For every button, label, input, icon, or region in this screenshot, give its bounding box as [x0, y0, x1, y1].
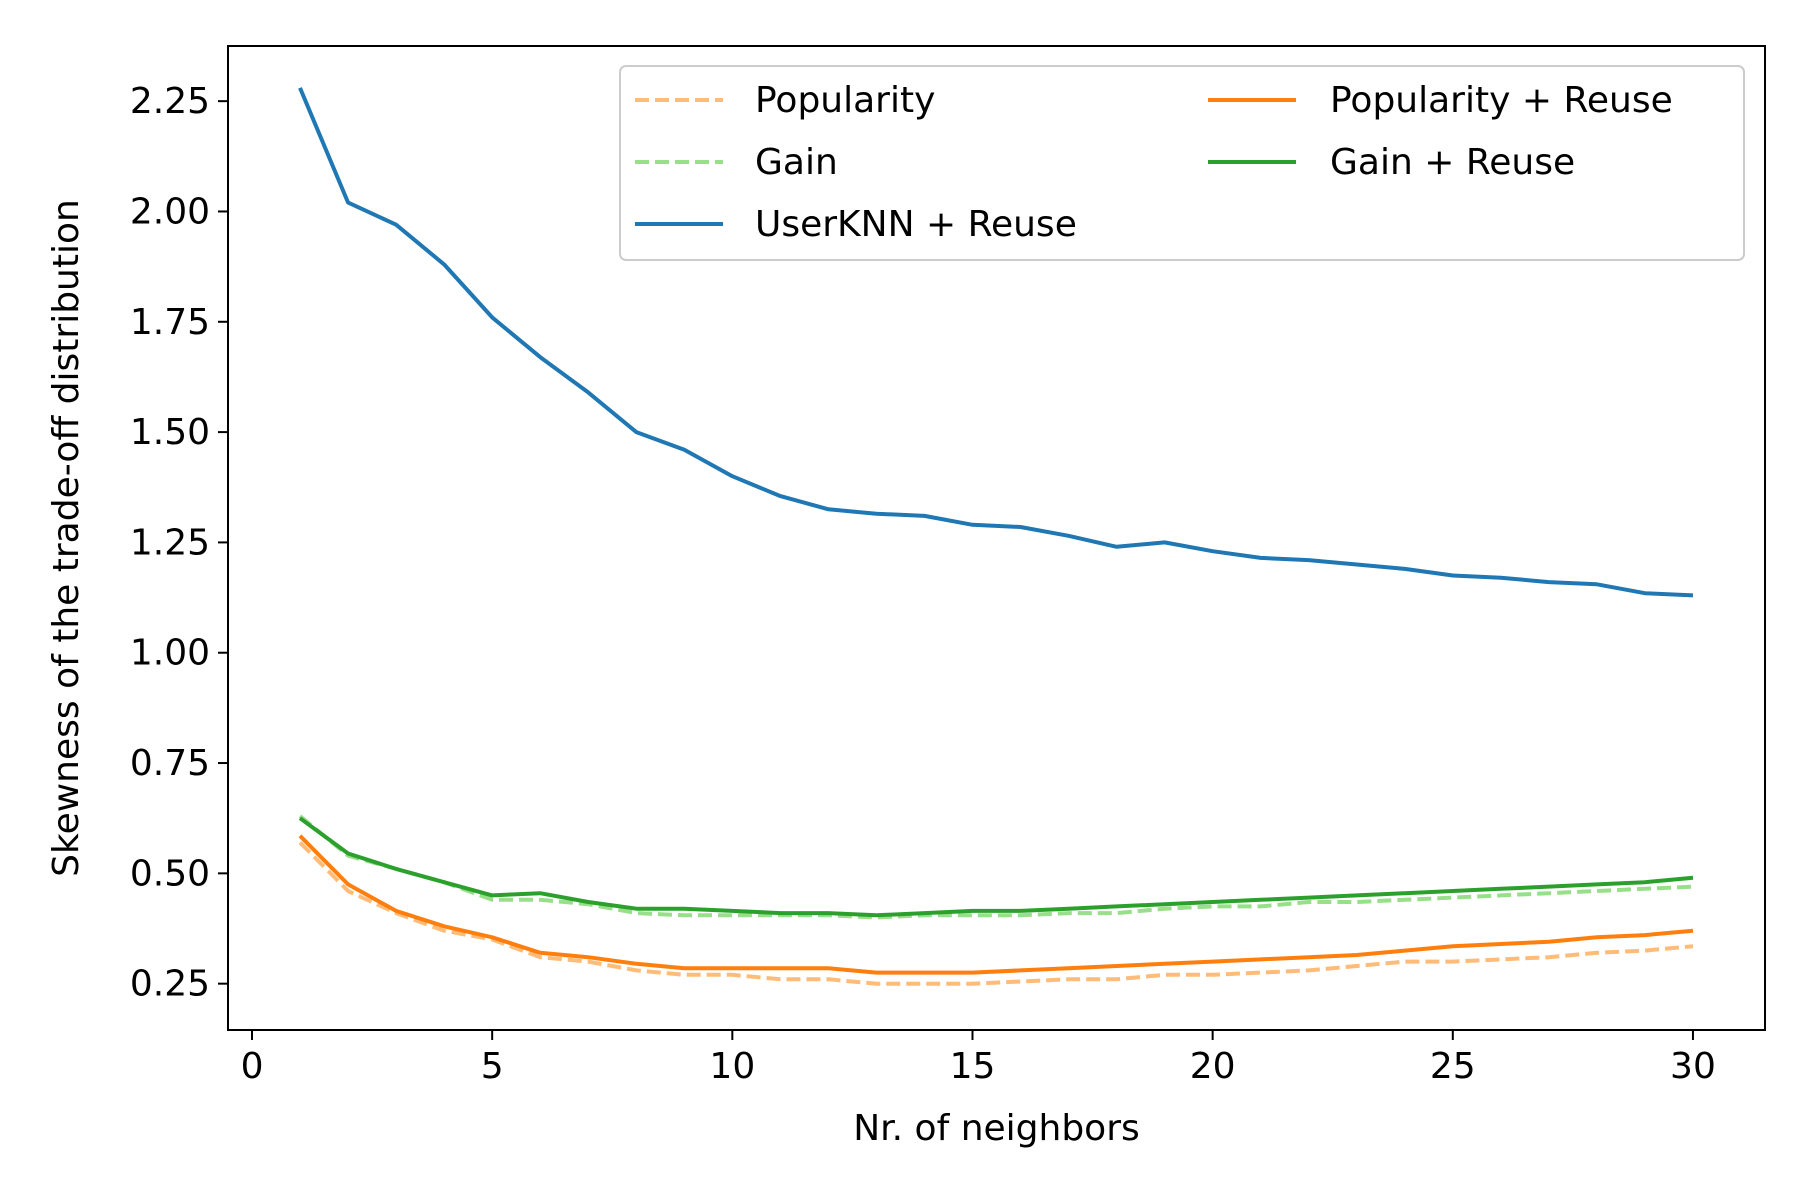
y-axis-title: Skewness of the trade-off distribution: [46, 199, 87, 877]
legend-label: Gain: [755, 142, 838, 183]
series-line-userknn-reuse: [298, 87, 1694, 598]
y-tick-label: 1.00: [130, 633, 210, 674]
legend-label: UserKNN + Reuse: [755, 204, 1077, 245]
x-axis-title: Nr. of neighbors: [853, 1108, 1140, 1149]
x-tick-label: 0: [241, 1046, 264, 1087]
y-tick-label: 1.75: [130, 302, 210, 343]
y-tick-label: 0.75: [130, 743, 210, 784]
x-tick-label: 5: [481, 1046, 504, 1087]
series-layer: [298, 87, 1694, 986]
legend-label: Popularity + Reuse: [1330, 80, 1673, 121]
series-line-popularity: [298, 841, 1694, 986]
y-tick-label: 1.25: [130, 522, 210, 563]
plot-frame: [227, 45, 1766, 1031]
y-tick-label: 0.50: [130, 853, 210, 894]
x-tick-label: 15: [950, 1046, 996, 1087]
x-tick-label: 30: [1670, 1046, 1716, 1087]
series-line-gain-reuse: [298, 816, 1694, 918]
y-tick-label: 2.00: [130, 191, 210, 232]
legend: Popularity Gain UserKNN + Reuse Popularity …: [619, 65, 1745, 261]
y-tick-label: 1.50: [130, 412, 210, 453]
legend-box: [619, 65, 1745, 261]
legend-label: Gain + Reuse: [1330, 142, 1575, 183]
series-line-popularity-reuse: [298, 834, 1694, 975]
x-tick-label: 10: [709, 1046, 755, 1087]
y-tick-label: 2.25: [130, 81, 210, 122]
series-line-gain: [298, 814, 1694, 920]
legend-label: Popularity: [755, 80, 935, 121]
x-tick-label: 20: [1190, 1046, 1236, 1087]
y-axis: 0.25 0.50 0.75 1.00 1.25 1.50 1.75 2.00 2.25: [130, 81, 228, 1005]
y-tick-label: 0.25: [130, 964, 210, 1005]
x-tick-label: 25: [1430, 1046, 1476, 1087]
x-axis: 0 5 10 15 20 25 30: [241, 1030, 1716, 1087]
